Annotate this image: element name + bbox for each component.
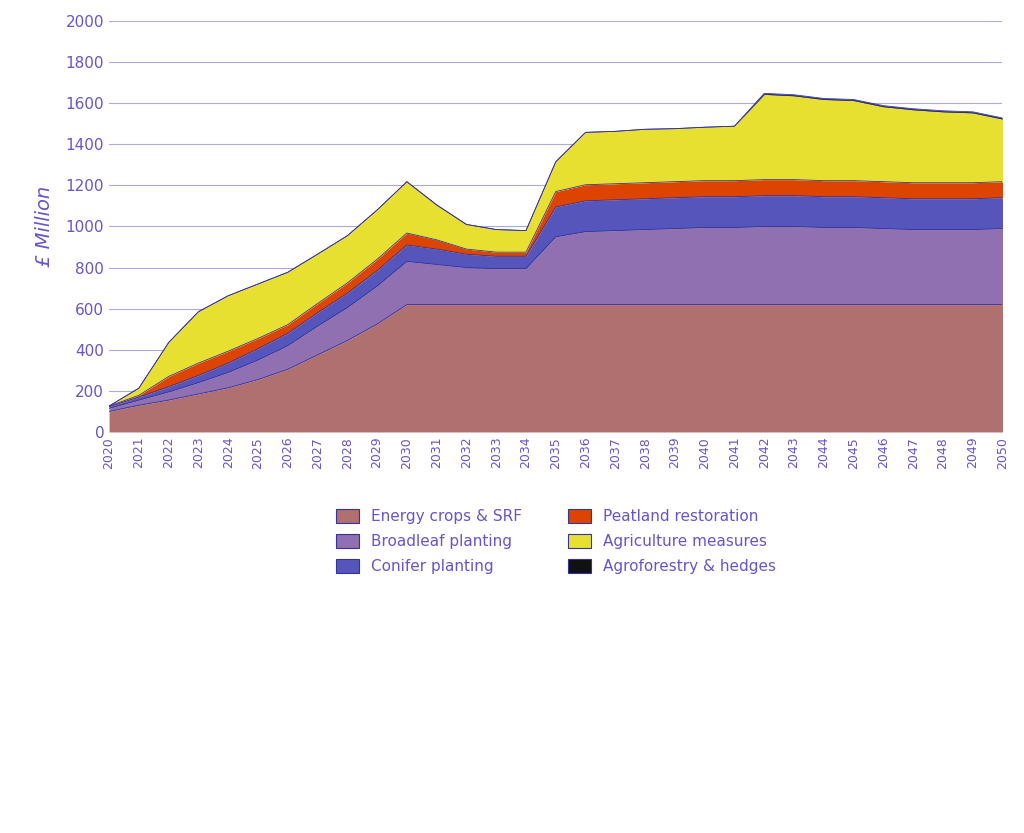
Y-axis label: £ Million: £ Million — [36, 186, 54, 267]
Legend: Energy crops & SRF, Broadleaf planting, Conifer planting, Peatland restoration, : Energy crops & SRF, Broadleaf planting, … — [330, 503, 782, 581]
